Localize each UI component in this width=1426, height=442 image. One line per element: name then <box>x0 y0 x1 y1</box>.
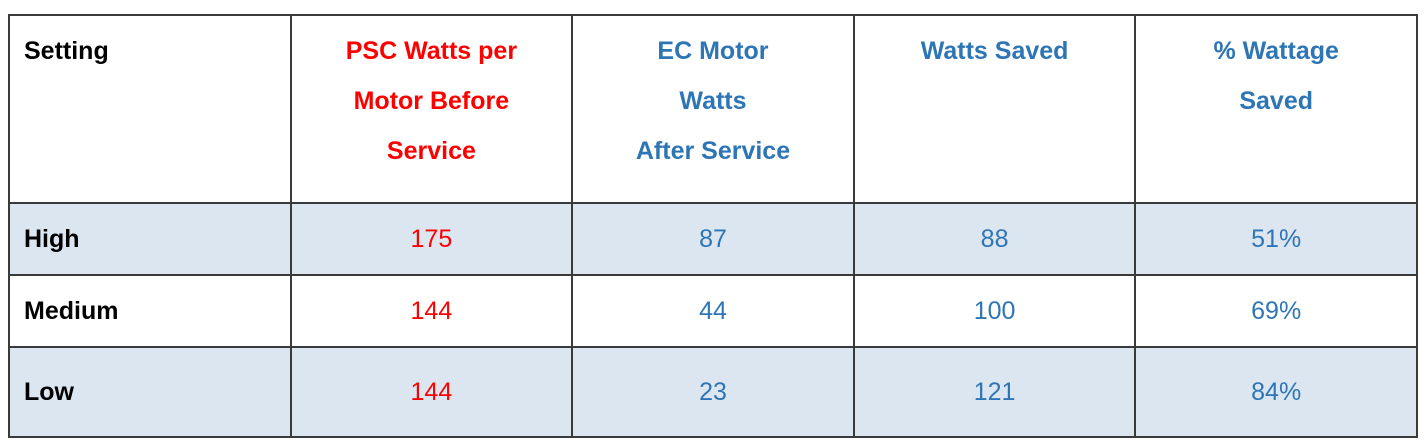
row-label: Low <box>8 346 292 438</box>
table-row: Low 144 23 121 84% <box>8 346 1418 438</box>
table-body: High 175 87 88 51% Medium 144 44 100 69% Low 144 23 1… <box>8 202 1418 438</box>
header-cell: PSC Watts per Motor Before Service <box>289 14 574 204</box>
header-text: Setting <box>24 37 109 65</box>
header-text: Watts Saved <box>920 37 1069 65</box>
header-text: Service <box>386 137 476 165</box>
header-text: After Service <box>635 137 791 165</box>
header-cell: % Wattage Saved <box>1134 14 1418 204</box>
table-cell: 175 <box>289 202 574 276</box>
header-text: Motor Before <box>353 87 510 115</box>
header-text: Saved <box>1239 87 1314 115</box>
table-row: High 175 87 88 51% <box>8 202 1418 276</box>
table-head: Setting PSC Watts per Motor Before Service E… <box>8 14 1418 204</box>
table-row: Medium 144 44 100 69% <box>8 274 1418 348</box>
table-cell: 144 <box>289 346 574 438</box>
table-cell: 87 <box>571 202 855 276</box>
header-row: Setting PSC Watts per Motor Before Service E… <box>8 14 1418 204</box>
table-cell: 44 <box>571 274 855 348</box>
header-text: EC Motor <box>657 37 769 65</box>
table: Setting PSC Watts per Motor Before Service E… <box>8 14 1418 438</box>
table-cell: 69% <box>1134 274 1418 348</box>
row-label: High <box>8 202 292 276</box>
table-cell: 84% <box>1134 346 1418 438</box>
table-cell: 23 <box>571 346 855 438</box>
table-cell: 100 <box>852 274 1137 348</box>
table-cell: 51% <box>1134 202 1418 276</box>
row-label: Medium <box>8 274 292 348</box>
header-cell: Setting <box>8 14 292 204</box>
header-cell: EC Motor Watts After Service <box>571 14 855 204</box>
table-cell: 121 <box>852 346 1137 438</box>
table-cell: 88 <box>852 202 1137 276</box>
table-cell: 144 <box>289 274 574 348</box>
header-text: % Wattage <box>1213 37 1339 65</box>
header-text: Watts <box>679 87 747 115</box>
table-container: Setting PSC Watts per Motor Before Service E… <box>8 14 1418 438</box>
header-text: PSC Watts per <box>345 37 518 65</box>
header-cell: Watts Saved <box>852 14 1137 204</box>
